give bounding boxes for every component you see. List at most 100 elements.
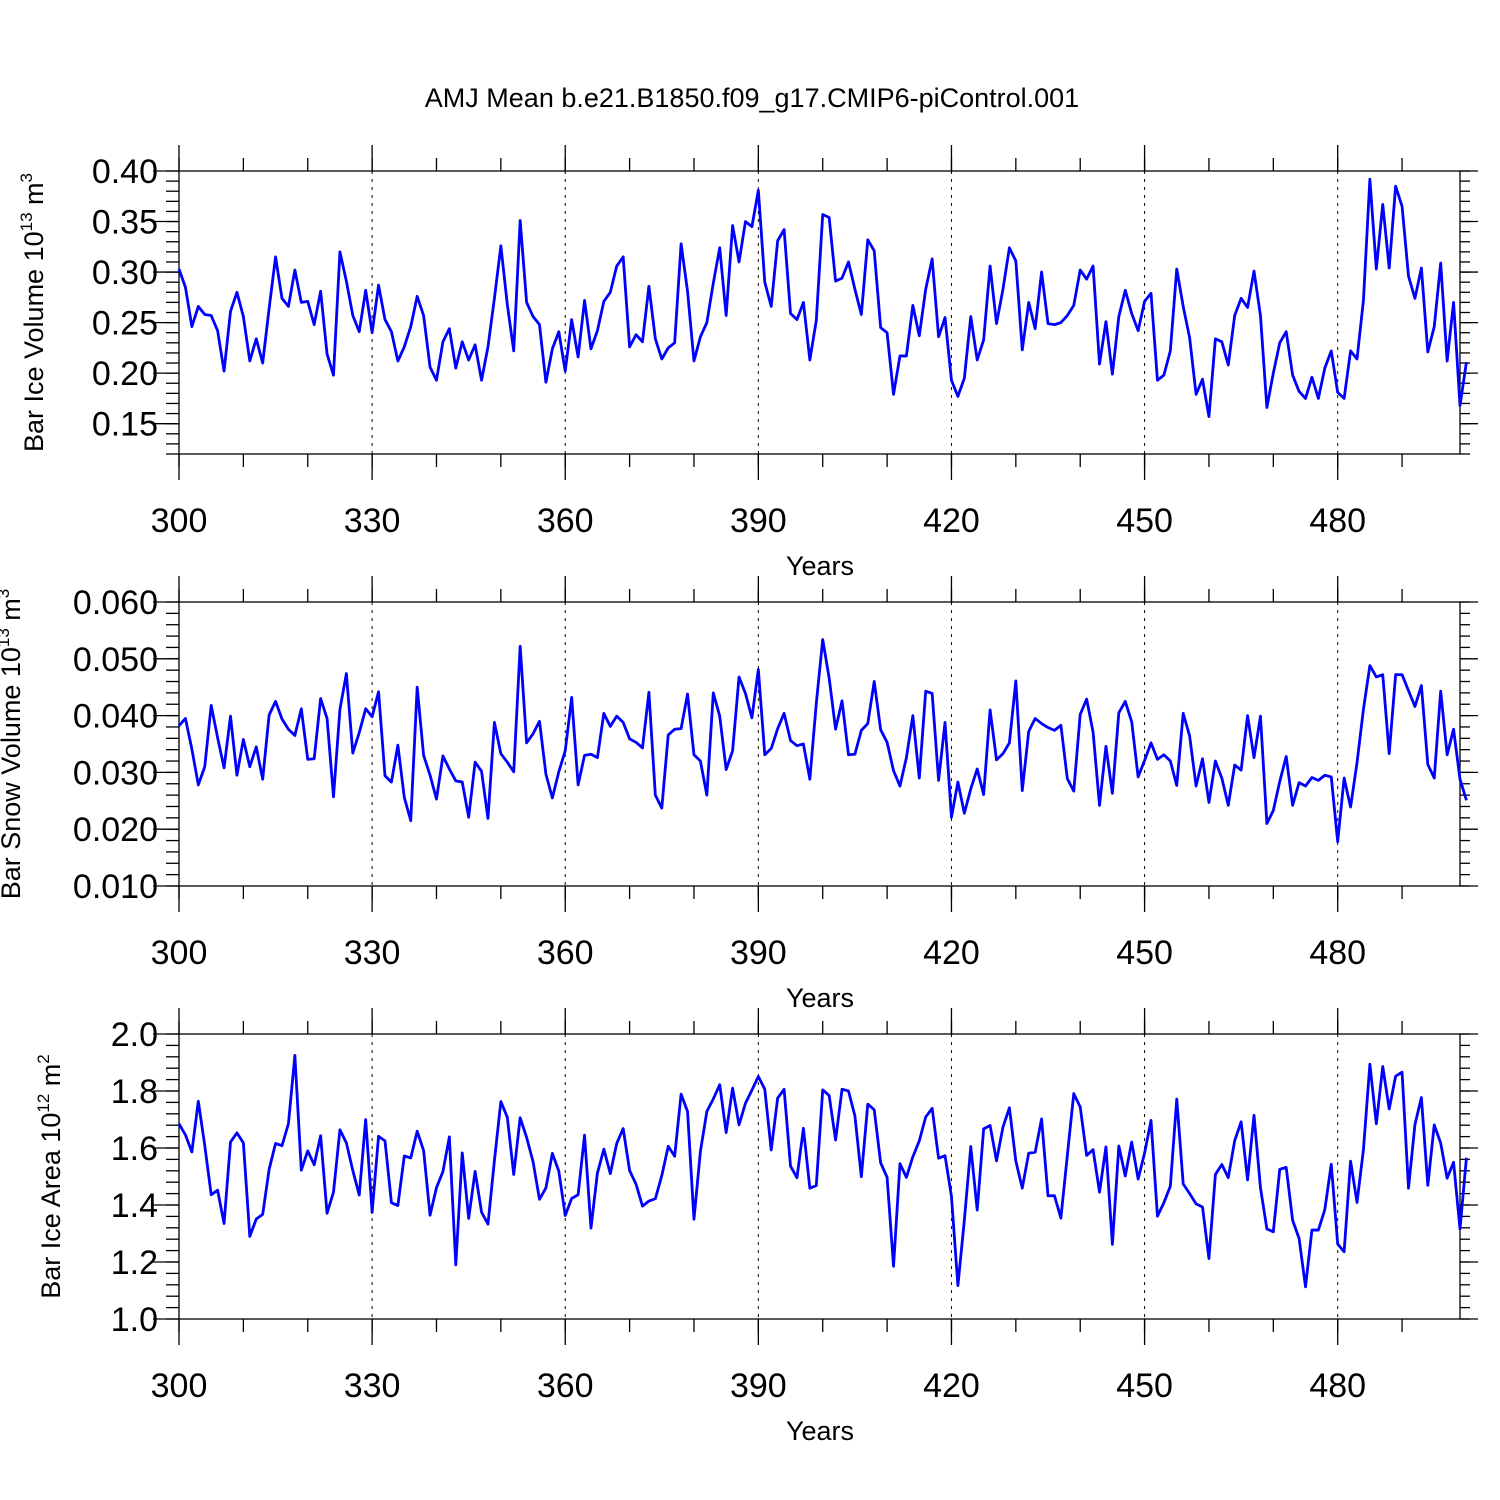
data-point: [1233, 764, 1235, 766]
data-point: [422, 754, 424, 756]
data-point: [1034, 1151, 1036, 1153]
data-point: [982, 1128, 984, 1130]
data-point: [525, 742, 527, 744]
data-point: [841, 277, 843, 279]
x-tick-label: 450: [1116, 1367, 1173, 1405]
data-point: [680, 1093, 682, 1095]
data-point: [410, 1157, 412, 1159]
data-point: [783, 228, 785, 230]
data-point: [673, 728, 675, 730]
data-point: [1214, 338, 1216, 340]
y-tick-label: 1.6: [111, 1130, 158, 1168]
data-point: [731, 750, 733, 752]
data-point: [538, 720, 540, 722]
plot-frame: [178, 601, 1461, 887]
panel-ice-area: 1.0 1.2 1.4 1.6 1.8 2.0 300 330 360 390 420 450 480 Y…: [34, 1008, 1478, 1446]
data-point: [1240, 1121, 1242, 1123]
data-point: [242, 1142, 244, 1144]
data-point: [1008, 1107, 1010, 1109]
data-point: [1105, 1146, 1107, 1148]
data-point: [384, 318, 386, 320]
data-point: [1336, 391, 1338, 393]
data-point: [899, 1162, 901, 1164]
data-point: [1272, 1231, 1274, 1233]
data-point: [976, 1209, 978, 1211]
data-point: [1420, 684, 1422, 686]
data-point: [989, 1124, 991, 1126]
data-point: [1131, 312, 1133, 314]
y-tick-label: 1.4: [111, 1187, 158, 1225]
data-point: [538, 1198, 540, 1200]
x-tick-label: 390: [730, 502, 787, 540]
data-point: [1150, 292, 1152, 294]
data-point: [294, 269, 296, 271]
data-point: [950, 816, 952, 818]
data-point: [397, 360, 399, 362]
data-point: [757, 1075, 759, 1077]
data-point: [982, 793, 984, 795]
y-tick-label: 0.020: [73, 811, 158, 849]
data-point: [944, 1154, 946, 1156]
data-point: [300, 708, 302, 710]
data-point: [757, 189, 759, 191]
data-point: [590, 753, 592, 755]
data-point: [1317, 1229, 1319, 1231]
data-point: [249, 360, 251, 362]
data-point: [1079, 1106, 1081, 1108]
data-point: [751, 717, 753, 719]
data-point: [442, 1170, 444, 1172]
data-point: [847, 754, 849, 756]
x-axis-title: Years: [786, 551, 854, 581]
data-point: [255, 746, 257, 748]
data-point: [1336, 840, 1338, 842]
data-point: [294, 734, 296, 736]
data-point: [1118, 315, 1120, 317]
data-point: [1266, 1228, 1268, 1230]
data-point: [429, 366, 431, 368]
data-point: [1105, 320, 1107, 322]
data-point: [1311, 1229, 1313, 1231]
data-point: [635, 334, 637, 336]
data-point: [1272, 809, 1274, 811]
data-point: [931, 258, 933, 260]
x-tick-label: 390: [730, 934, 787, 972]
data-point: [1259, 1186, 1261, 1188]
data-point: [1040, 271, 1042, 273]
data-point: [1311, 376, 1313, 378]
x-tick-label: 480: [1309, 502, 1366, 540]
data-point: [261, 362, 263, 364]
data-point: [384, 1140, 386, 1142]
data-point: [1343, 1251, 1345, 1253]
y-tick-label: 0.050: [73, 641, 158, 679]
data-point: [1433, 777, 1435, 779]
data-point: [345, 672, 347, 674]
data-point: [1414, 297, 1416, 299]
data-point: [403, 1155, 405, 1157]
data-point: [1382, 203, 1384, 205]
y-tick-label: 0.15: [92, 406, 158, 444]
data-point: [622, 721, 624, 723]
data-point: [603, 300, 605, 302]
data-point: [313, 758, 315, 760]
data-point: [364, 289, 366, 291]
data-point: [1028, 301, 1030, 303]
data-point: [455, 780, 457, 782]
data-point: [1176, 268, 1178, 270]
data-point: [236, 291, 238, 293]
series-line: [177, 638, 1468, 844]
data-point: [274, 700, 276, 702]
data-point: [1131, 1141, 1133, 1143]
data-point: [686, 1110, 688, 1112]
data-point: [886, 1176, 888, 1178]
data-point: [1008, 247, 1010, 249]
data-point: [1330, 350, 1332, 352]
data-point: [583, 299, 585, 301]
series-line: [177, 1053, 1468, 1289]
data-point: [937, 336, 939, 338]
data-point: [358, 731, 360, 733]
data-point: [912, 1156, 914, 1158]
data-point: [1195, 393, 1197, 395]
data-point: [1208, 801, 1210, 803]
data-point: [751, 225, 753, 227]
x-tick-label: 450: [1116, 502, 1173, 540]
